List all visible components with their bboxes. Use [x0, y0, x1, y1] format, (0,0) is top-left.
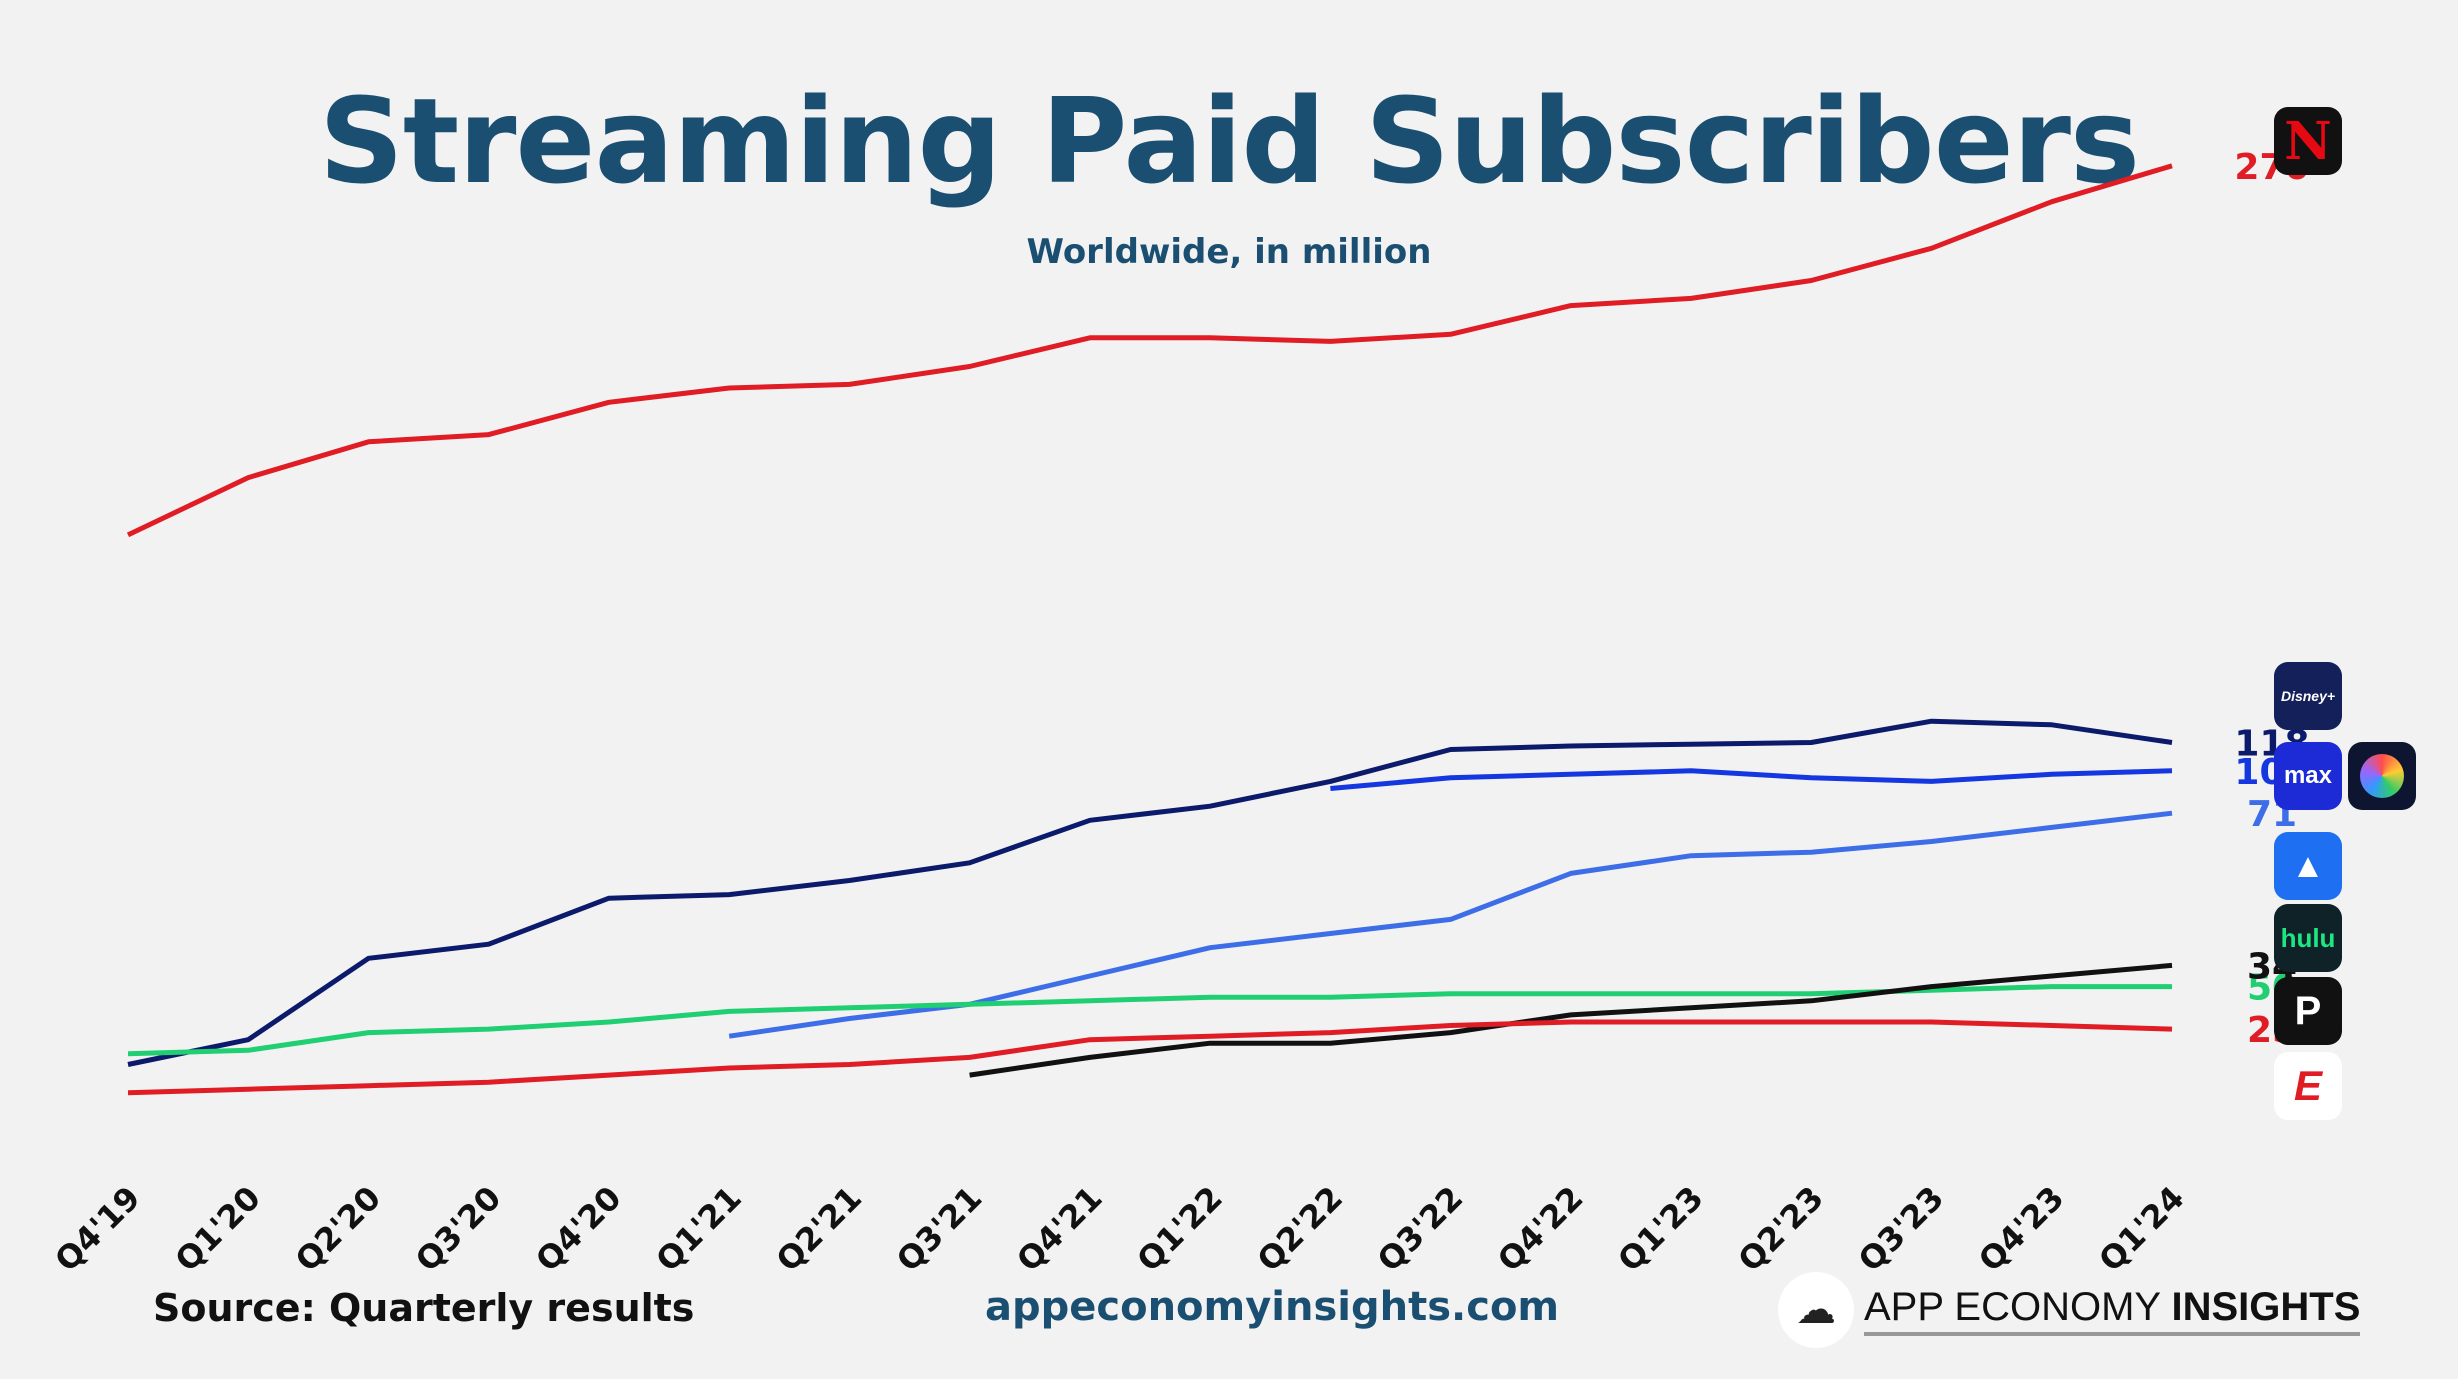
game-controller-cloud-icon: ☁	[1778, 1272, 1854, 1348]
x-tick-label: Q1'23	[1610, 1179, 1710, 1279]
disney-plus-icon: Disney+	[2274, 662, 2342, 730]
series-line-peacock	[969, 962, 2173, 1078]
series-line-hulu	[127, 984, 2172, 1057]
series-line-disney	[127, 718, 2173, 1067]
paramount-plus-icon: ▲	[2274, 832, 2342, 900]
x-tick-label: Q1'24	[2091, 1179, 2191, 1279]
x-tick-label: Q4'23	[1971, 1179, 2071, 1279]
x-tick-label: Q2'23	[1731, 1179, 1831, 1279]
source-note: Source: Quarterly results	[153, 1286, 695, 1330]
x-tick-label: Q1'22	[1130, 1179, 1230, 1279]
website-link[interactable]: appeconomyinsights.com	[985, 1284, 1560, 1330]
series-line-netflix	[126, 163, 2173, 538]
chart-subtitle: Worldwide, in million	[1026, 232, 1432, 272]
x-tick-label: Q4'22	[1490, 1179, 1590, 1279]
hulu-icon: hulu	[2274, 904, 2342, 972]
chart-title: Streaming Paid Subscribers	[318, 72, 2140, 210]
peacock-icon: P	[2274, 977, 2342, 1045]
x-tick-label: Q3'21	[889, 1179, 989, 1279]
x-tick-label: Q4'21	[1009, 1179, 1109, 1279]
brand-logo-group: ☁ APP ECONOMY INSIGHTS	[1778, 1272, 2361, 1348]
x-tick-label: Q2'22	[1250, 1179, 1350, 1279]
x-tick-label: Q3'20	[408, 1179, 508, 1279]
x-tick-label: Q1'21	[649, 1179, 749, 1279]
brand-name: APP ECONOMY INSIGHTS	[1864, 1285, 2361, 1336]
discovery-plus-icon	[2348, 742, 2416, 810]
series-line-max	[1330, 768, 2173, 791]
series-line-espn	[127, 1019, 2173, 1096]
x-tick-label: Q3'23	[1851, 1179, 1951, 1279]
x-tick-label: Q2'20	[288, 1179, 388, 1279]
x-tick-label: Q2'21	[769, 1179, 869, 1279]
max-icon: max	[2274, 742, 2342, 810]
x-tick-label: Q1'20	[168, 1179, 268, 1279]
x-tick-label: Q4'20	[528, 1179, 628, 1279]
espn-plus-icon: E	[2274, 1052, 2342, 1120]
netflix-icon: N	[2274, 107, 2342, 175]
x-tick-label: Q3'22	[1370, 1179, 1470, 1279]
x-tick-label: Q4'19	[47, 1179, 147, 1279]
